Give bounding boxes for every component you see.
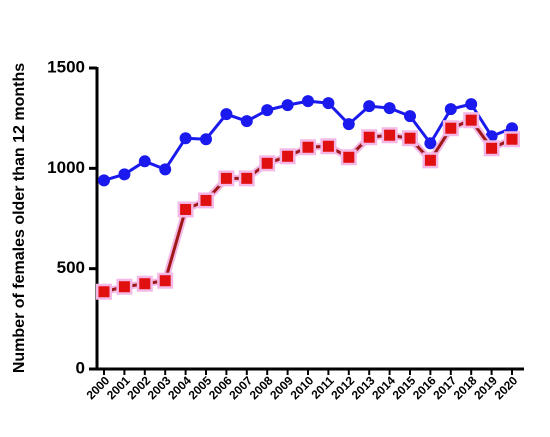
y-tick-label: 1500	[47, 57, 85, 76]
marker	[282, 150, 294, 162]
marker	[98, 174, 110, 187]
marker	[118, 281, 130, 293]
marker	[322, 97, 335, 110]
marker	[159, 163, 172, 176]
marker	[322, 140, 334, 152]
marker	[200, 194, 212, 206]
y-axis-title: Number of females older than 12 months	[11, 63, 28, 373]
marker	[118, 168, 131, 181]
marker	[98, 286, 110, 298]
marker	[139, 278, 151, 290]
marker	[343, 151, 355, 163]
marker	[179, 132, 192, 145]
marker	[383, 102, 396, 115]
marker	[424, 154, 436, 166]
marker	[506, 122, 518, 135]
marker	[363, 131, 375, 143]
y-tick-label: 500	[57, 258, 85, 277]
marker	[241, 172, 253, 184]
marker	[342, 118, 355, 131]
marker	[506, 133, 518, 145]
x-tick-label: 2020	[492, 373, 521, 402]
marker	[138, 155, 151, 168]
marker	[220, 108, 233, 121]
marker	[404, 110, 416, 123]
marker	[424, 137, 437, 150]
y-tick-label: 1000	[47, 158, 85, 177]
marker	[444, 103, 457, 116]
marker	[486, 142, 498, 154]
marker	[220, 172, 232, 184]
marker	[404, 132, 416, 144]
marker	[465, 114, 477, 126]
marker	[261, 157, 273, 169]
marker	[159, 275, 171, 287]
marker	[281, 99, 294, 112]
marker	[363, 100, 376, 113]
marker	[445, 122, 457, 134]
marker	[240, 115, 253, 128]
marker	[384, 129, 396, 141]
marker	[302, 141, 314, 153]
marker	[302, 95, 314, 108]
marker	[261, 104, 274, 117]
marker	[200, 133, 212, 146]
marker	[465, 98, 478, 111]
y-tick-label: 0	[76, 358, 85, 377]
marker	[180, 203, 192, 215]
